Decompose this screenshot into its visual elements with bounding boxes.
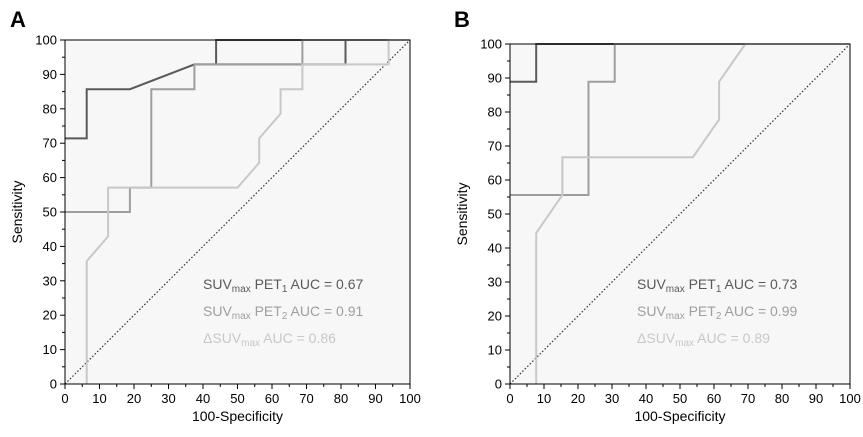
legend-entry-1: SUVmax PET1 AUC = 0.67 [203, 276, 363, 295]
x-tick-label: 100 [399, 391, 421, 406]
y-axis-label: Sensitivity [9, 180, 25, 243]
legend-entry-3: ΔSUVmax AUC = 0.86 [203, 330, 336, 349]
x-tick-label: 0 [61, 391, 68, 406]
y-tick-label: 0 [495, 377, 502, 392]
x-tick-label: 50 [673, 391, 687, 406]
roc-curve-1 [65, 39, 410, 140]
y-tick-label: 100 [480, 37, 502, 52]
x-tick-label: 90 [368, 391, 382, 406]
y-tick-label: 20 [43, 308, 57, 323]
y-tick-label: 10 [43, 342, 57, 357]
y-tick-label: 70 [43, 136, 57, 151]
panel-a: 0 10 20 30 40 50 60 70 80 90 100 0 10 20 30 40 50 60 70 80 9… [9, 7, 421, 424]
roc-curve-2 [65, 39, 410, 213]
y-tick-label: 30 [488, 275, 502, 290]
y-tick-label: 100 [35, 33, 57, 48]
x-tick-label: 20 [571, 391, 585, 406]
y-tick-label: 50 [488, 207, 502, 222]
legend-entry-1: SUVmax PET1 AUC = 0.73 [637, 276, 797, 295]
x-axis-label: 100-Specificity [192, 408, 283, 424]
y-tick-label: 30 [43, 273, 57, 288]
y-tick-label: 50 [43, 205, 57, 220]
x-tick-label: 30 [161, 391, 175, 406]
y-tick-label: 90 [488, 71, 502, 86]
x-tick-label: 50 [230, 391, 244, 406]
x-tick-label: 80 [334, 391, 348, 406]
plot-area [510, 44, 850, 384]
y-tick-label: 40 [43, 239, 57, 254]
panel-label: A [10, 7, 26, 32]
x-tick-label: 90 [809, 391, 823, 406]
x-tick-label: 40 [639, 391, 653, 406]
x-tick-label: 60 [265, 391, 279, 406]
legend-entry-2: SUVmax PET2 AUC = 0.99 [637, 303, 797, 322]
y-tick-label: 10 [488, 343, 502, 358]
reference-diagonal [64, 39, 411, 385]
y-tick-label: 60 [43, 170, 57, 185]
panel-b: 0 10 20 30 40 50 60 70 80 90 100 0 10 20 30 40 50 60 70 80 9… [454, 7, 861, 424]
x-tick-label: 40 [196, 391, 210, 406]
y-axis-label: Sensitivity [454, 182, 470, 245]
x-tick-label: 70 [741, 391, 755, 406]
x-tick-label: 0 [506, 391, 513, 406]
legend-entry-2: SUVmax PET2 AUC = 0.91 [203, 303, 363, 322]
y-tick-label: 0 [50, 377, 57, 392]
x-tick-label: 10 [537, 391, 551, 406]
x-tick-label: 100 [839, 391, 861, 406]
y-tick-label: 80 [43, 101, 57, 116]
x-tick-label: 30 [605, 391, 619, 406]
x-tick-label: 10 [92, 391, 106, 406]
roc-curve-3 [85, 39, 410, 384]
x-tick-label: 70 [299, 391, 313, 406]
x-tick-label: 80 [775, 391, 789, 406]
roc-curve-3 [535, 43, 850, 384]
legend-entry-3: ΔSUVmax AUC = 0.89 [637, 330, 770, 349]
x-tick-label: 60 [707, 391, 721, 406]
y-tick-label: 80 [488, 105, 502, 120]
y-tick-label: 40 [488, 241, 502, 256]
y-tick-label: 20 [488, 309, 502, 324]
x-axis-label: 100-Specificity [634, 408, 725, 424]
panel-label: B [454, 7, 470, 32]
y-tick-label: 60 [488, 173, 502, 188]
x-tick-label: 20 [127, 391, 141, 406]
y-tick-label: 70 [488, 139, 502, 154]
y-tick-label: 90 [43, 67, 57, 82]
